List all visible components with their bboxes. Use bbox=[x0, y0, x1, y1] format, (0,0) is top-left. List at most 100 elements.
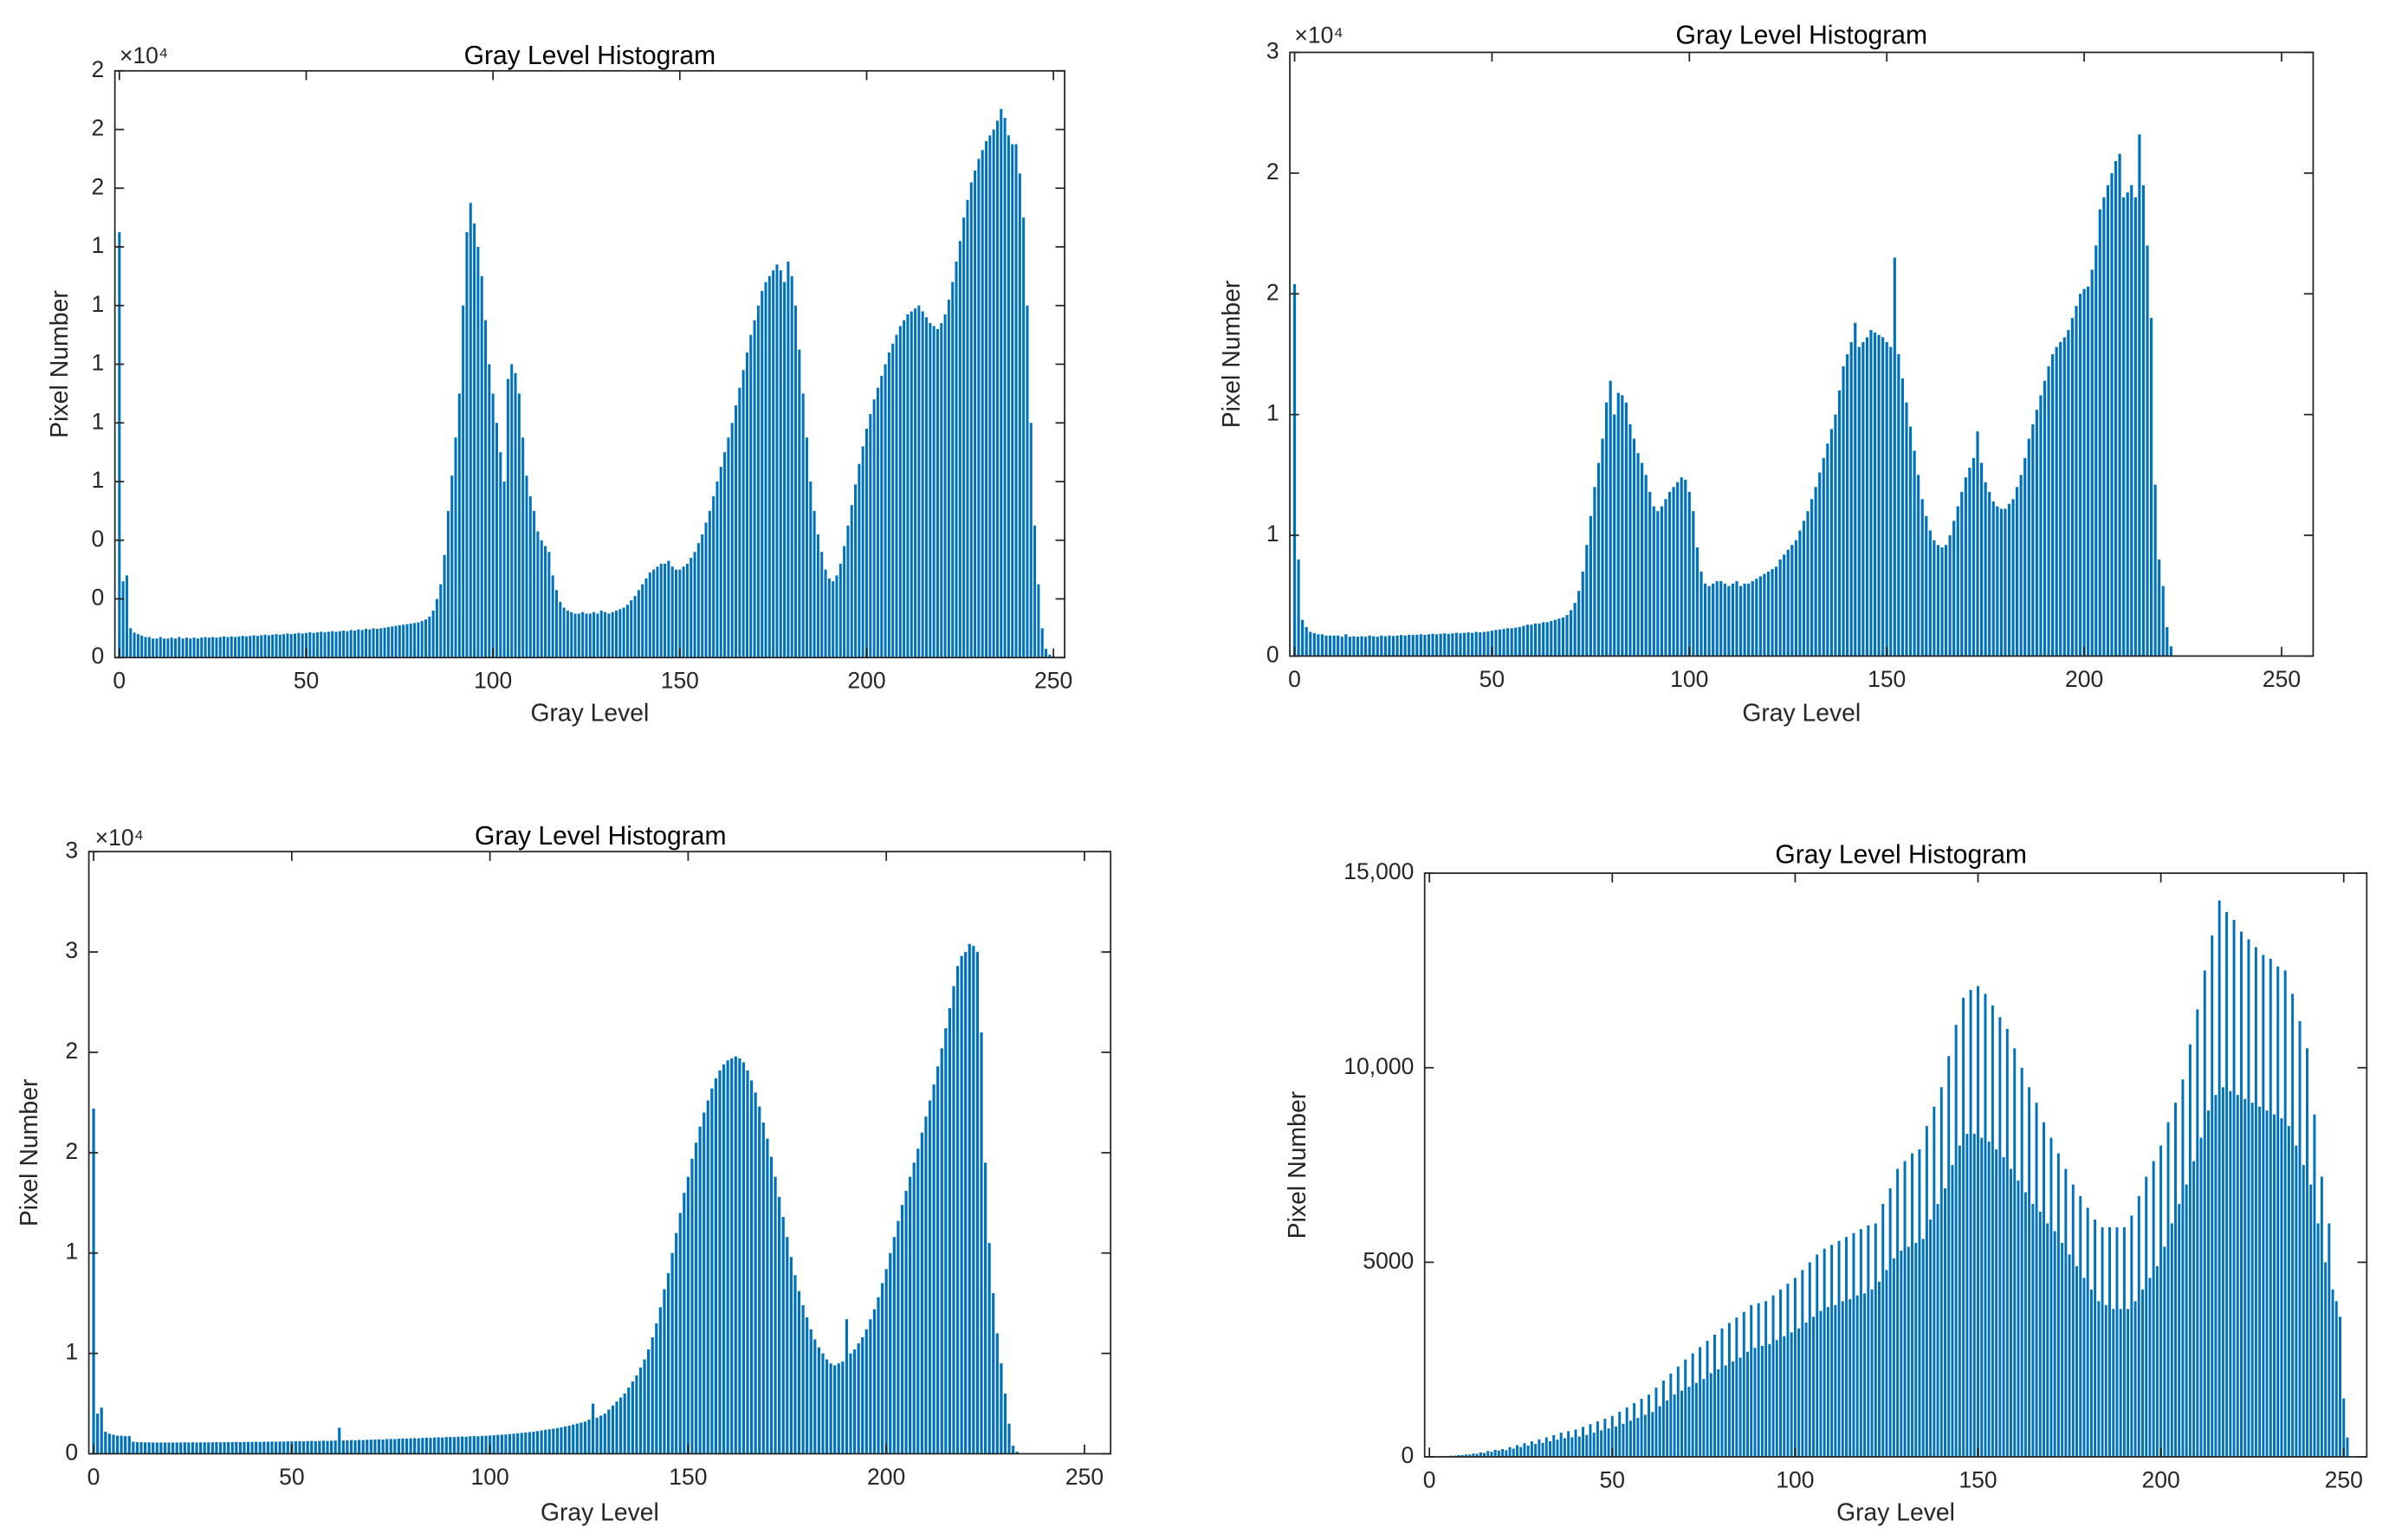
bar bbox=[346, 1440, 349, 1454]
bar bbox=[1530, 1441, 1533, 1457]
bar bbox=[948, 1007, 951, 1454]
bar bbox=[595, 1417, 599, 1454]
x-axis-label: Gray Level bbox=[1836, 1498, 1955, 1526]
bar bbox=[1431, 633, 1434, 657]
bar bbox=[880, 376, 884, 658]
bar bbox=[1802, 521, 1806, 657]
bar bbox=[702, 1112, 706, 1454]
bar bbox=[1309, 631, 1312, 657]
bar bbox=[1672, 487, 1675, 657]
bar bbox=[2229, 1090, 2232, 1457]
bar bbox=[326, 1440, 329, 1454]
bar bbox=[1628, 424, 1632, 657]
bar bbox=[152, 1442, 155, 1454]
bar bbox=[1464, 1454, 1467, 1457]
bar bbox=[1907, 1246, 1910, 1457]
bar bbox=[767, 275, 771, 658]
x-tick-label: 100 bbox=[471, 1464, 509, 1490]
bar bbox=[898, 326, 902, 658]
bar bbox=[936, 328, 939, 658]
bar bbox=[1605, 402, 1609, 657]
bar bbox=[1984, 482, 1987, 657]
bar bbox=[1760, 1345, 1764, 1457]
bar bbox=[1601, 438, 1604, 657]
bar bbox=[2106, 184, 2110, 657]
bar bbox=[884, 1269, 888, 1454]
bar bbox=[439, 584, 443, 658]
bar bbox=[1538, 1439, 1541, 1457]
bar bbox=[417, 1438, 420, 1454]
bar bbox=[366, 1440, 369, 1454]
bar bbox=[551, 575, 554, 658]
bar bbox=[1735, 1317, 1738, 1457]
bar bbox=[1603, 1418, 1607, 1457]
bar bbox=[972, 946, 975, 1454]
bar bbox=[2250, 1103, 2254, 1457]
bar bbox=[1936, 1203, 1939, 1457]
bar bbox=[1731, 583, 1735, 657]
bar bbox=[614, 611, 618, 658]
bar bbox=[1842, 366, 1845, 657]
bar bbox=[140, 635, 144, 658]
bar bbox=[1885, 342, 1888, 657]
bar bbox=[1658, 1406, 1661, 1457]
bar bbox=[793, 1275, 797, 1454]
bar bbox=[1699, 1347, 1702, 1457]
bar bbox=[1545, 622, 1549, 657]
bar bbox=[655, 1323, 658, 1454]
bar bbox=[525, 476, 528, 658]
bar bbox=[1936, 545, 1940, 657]
bar bbox=[464, 1436, 468, 1454]
bar bbox=[1616, 392, 1620, 657]
bar bbox=[115, 1435, 120, 1454]
bar bbox=[712, 495, 715, 658]
bar bbox=[241, 636, 244, 658]
bar bbox=[349, 1440, 353, 1454]
bar bbox=[1585, 1434, 1589, 1457]
bar bbox=[651, 1337, 654, 1454]
bar bbox=[664, 563, 667, 658]
x-tick-label: 200 bbox=[2141, 1466, 2179, 1492]
bar bbox=[2082, 288, 2086, 657]
bar bbox=[473, 223, 476, 658]
y-tick-label: 10,000 bbox=[1343, 1053, 1414, 1079]
bar bbox=[706, 1100, 709, 1454]
bar bbox=[658, 1307, 662, 1454]
bar bbox=[1702, 1379, 1706, 1457]
bar bbox=[2087, 286, 2090, 657]
bar bbox=[2049, 1137, 2053, 1457]
bar bbox=[1968, 467, 1971, 657]
bar bbox=[960, 955, 963, 1454]
bar bbox=[2064, 1168, 2068, 1457]
bar bbox=[1403, 635, 1407, 657]
bar bbox=[1713, 1334, 1716, 1457]
bar bbox=[904, 1190, 908, 1454]
bar bbox=[1956, 506, 1959, 657]
bar bbox=[1896, 1168, 1900, 1457]
bar bbox=[1944, 1188, 1946, 1457]
bar bbox=[637, 590, 640, 658]
bar bbox=[1542, 622, 1545, 657]
bar bbox=[1305, 626, 1308, 657]
y-tick-label: 1 bbox=[65, 1339, 78, 1365]
bar bbox=[2295, 1145, 2298, 1457]
bar bbox=[1676, 1366, 1680, 1457]
bar bbox=[975, 952, 980, 1454]
bar bbox=[872, 1309, 877, 1454]
bar bbox=[2185, 1184, 2188, 1457]
bar bbox=[244, 636, 248, 658]
bar bbox=[2273, 1114, 2276, 1457]
x-tick-label: 50 bbox=[1479, 666, 1505, 692]
bar bbox=[678, 569, 682, 658]
bar bbox=[1007, 1423, 1011, 1454]
bar bbox=[258, 1441, 262, 1454]
bar bbox=[383, 627, 386, 658]
bar bbox=[735, 404, 738, 658]
y-tick-label: 0 bbox=[65, 1439, 78, 1465]
bar bbox=[1493, 1449, 1497, 1457]
bar bbox=[2071, 1184, 2075, 1457]
bar bbox=[540, 540, 543, 658]
y-tick-label: 1 bbox=[92, 349, 105, 375]
bar bbox=[1585, 545, 1589, 657]
